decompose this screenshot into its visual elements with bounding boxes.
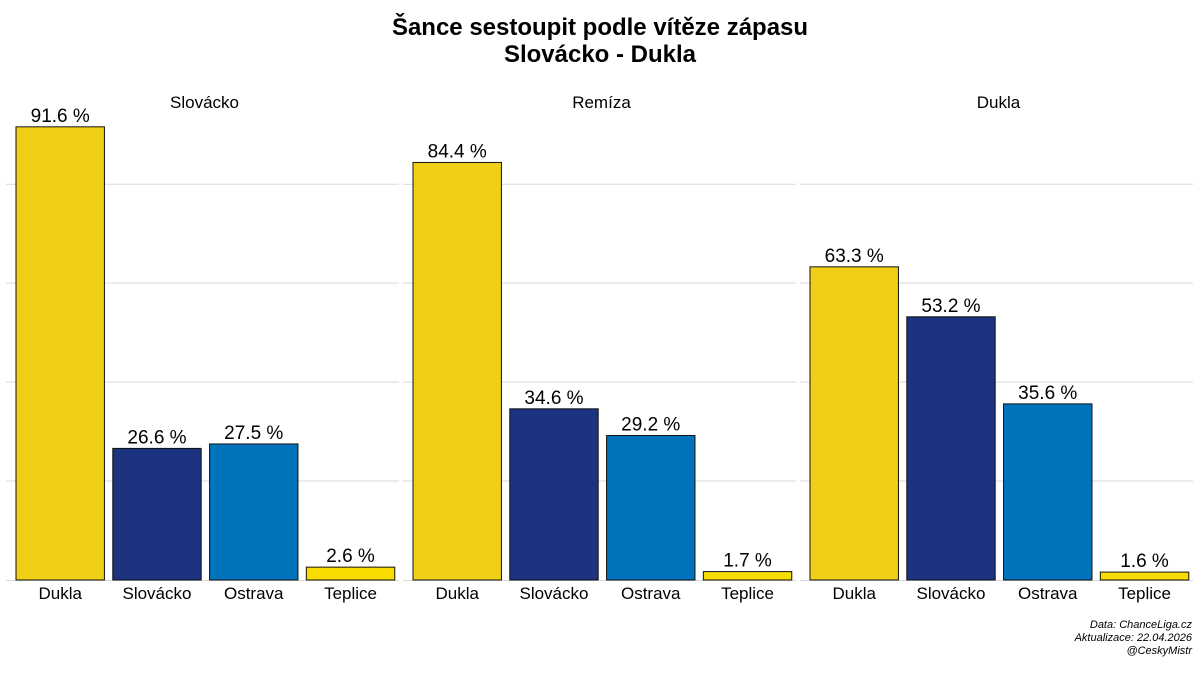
x-tick-label: Ostrava <box>224 584 284 603</box>
x-tick-label: Ostrava <box>1018 584 1078 603</box>
data-label: 27.5 % <box>224 423 283 444</box>
data-label: 34.6 % <box>524 388 583 409</box>
facet-panel: Remíza 84.4 % Dukla 34.6 % Slovácko 29.2 % Ost… <box>403 93 796 603</box>
bar-dukla <box>15 126 105 581</box>
bar-teplice <box>305 566 396 581</box>
facet-title: Slovácko <box>170 93 239 112</box>
x-tick-label: Teplice <box>721 584 774 603</box>
bar-teplice <box>702 571 793 581</box>
data-label: 26.6 % <box>127 427 186 448</box>
x-tick-label: Slovácko <box>916 584 985 603</box>
x-tick-label: Dukla <box>832 584 876 603</box>
x-tick-label: Dukla <box>38 584 82 603</box>
caption-updated: Aktualizace: 22.04.2026 <box>1074 632 1192 644</box>
x-tick-label: Teplice <box>1118 584 1171 603</box>
bar-dukla <box>412 161 502 581</box>
chart-title: Šance sestoupit podle vítěze zápasu <box>392 13 808 41</box>
data-label: 1.7 % <box>723 551 772 572</box>
bar-ostrava <box>1003 403 1093 581</box>
facet-title: Dukla <box>977 93 1021 112</box>
bar-dukla <box>809 266 899 581</box>
x-tick-label: Teplice <box>324 584 377 603</box>
x-tick-label: Ostrava <box>621 584 681 603</box>
caption: Data: ChanceLiga.cz Aktualizace: 22.04.2… <box>1075 619 1192 658</box>
data-label: 53.2 % <box>921 296 980 317</box>
data-label: 63.3 % <box>825 246 884 267</box>
bar-ostrava <box>606 435 696 581</box>
bar-slovacko <box>509 408 599 581</box>
x-tick-label: Slovácko <box>519 584 588 603</box>
data-label: 2.6 % <box>326 546 375 567</box>
bar-slovacko <box>112 447 202 581</box>
bar-teplice <box>1099 571 1190 581</box>
facet-title: Remíza <box>572 93 631 112</box>
bar-ostrava <box>209 443 299 581</box>
data-label: 1.6 % <box>1120 551 1169 572</box>
data-label: 29.2 % <box>621 415 680 436</box>
chart-subtitle: Slovácko - Dukla <box>504 41 697 68</box>
facet-panel: Dukla 63.3 % Dukla 53.2 % Slovácko 35.6 % Ostr… <box>800 93 1193 603</box>
caption-source: Data: ChanceLiga.cz <box>1089 619 1192 631</box>
x-tick-label: Slovácko <box>122 584 191 603</box>
facets-group: Slovácko 91.6 % Dukla 26.6 % Slovácko 27.5 % O… <box>6 93 1193 603</box>
facet-panel: Slovácko 91.6 % Dukla 26.6 % Slovácko 27.5 % O… <box>6 93 399 603</box>
data-label: 84.4 % <box>428 141 487 162</box>
x-tick-label: Dukla <box>435 584 479 603</box>
data-label: 35.6 % <box>1018 383 1077 404</box>
bar-slovacko <box>906 316 996 581</box>
data-label: 91.6 % <box>31 106 90 127</box>
caption-handle: @CeskyMistr <box>1126 645 1192 657</box>
